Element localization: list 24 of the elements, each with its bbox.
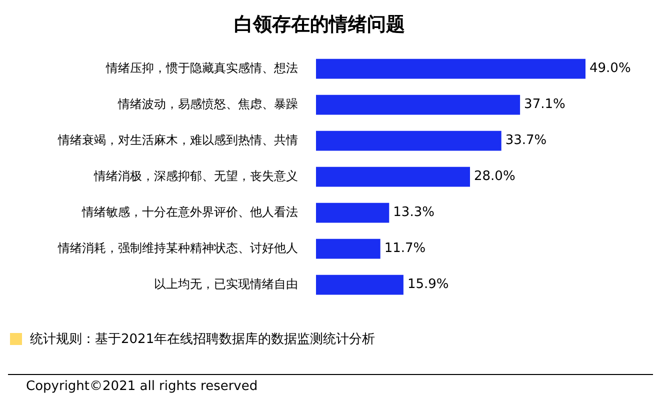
y-tick-label: 情绪敏感，十分在意外界评价、他人看法 — [81, 204, 298, 219]
bar — [316, 238, 380, 259]
data-label: 13.3% — [393, 205, 434, 220]
bar — [316, 166, 470, 187]
data-label: 15.9% — [407, 277, 449, 292]
y-tick-label: 以上均无，已实现情绪自由 — [154, 276, 298, 291]
bar — [316, 94, 520, 115]
bar — [316, 202, 390, 223]
data-label: 28.0% — [474, 169, 516, 184]
text: 统计规则：基于2021年在线招聘数据库的数据监测统计分析 — [30, 331, 376, 348]
data-label: 11.7% — [384, 241, 426, 256]
y-tick-label: 情绪压抑，惯于隐藏真实感情、想法 — [105, 60, 298, 75]
y-tick-label: 情绪消极，深感抑郁、无望，丧失意义 — [93, 168, 298, 183]
y-tick-label: 情绪衰竭，对生活麻木，难以感到热情、共情 — [57, 132, 298, 147]
bar — [316, 58, 586, 79]
bar — [316, 130, 502, 151]
data-label: 49.0% — [590, 61, 631, 76]
bar — [316, 274, 404, 295]
text: Copyright©2021 all rights reserved — [8, 374, 653, 394]
y-tick-label: 情绪波动，易感愤怒、焦虑、暴躁 — [117, 96, 298, 111]
data-label: 33.7% — [505, 133, 547, 148]
chart-title: 白领存在的情绪问题 — [234, 13, 405, 36]
data-label: 37.1% — [524, 97, 566, 112]
y-tick-label: 情绪消耗，强制维持某种精神状态、讨好他人 — [57, 240, 298, 255]
